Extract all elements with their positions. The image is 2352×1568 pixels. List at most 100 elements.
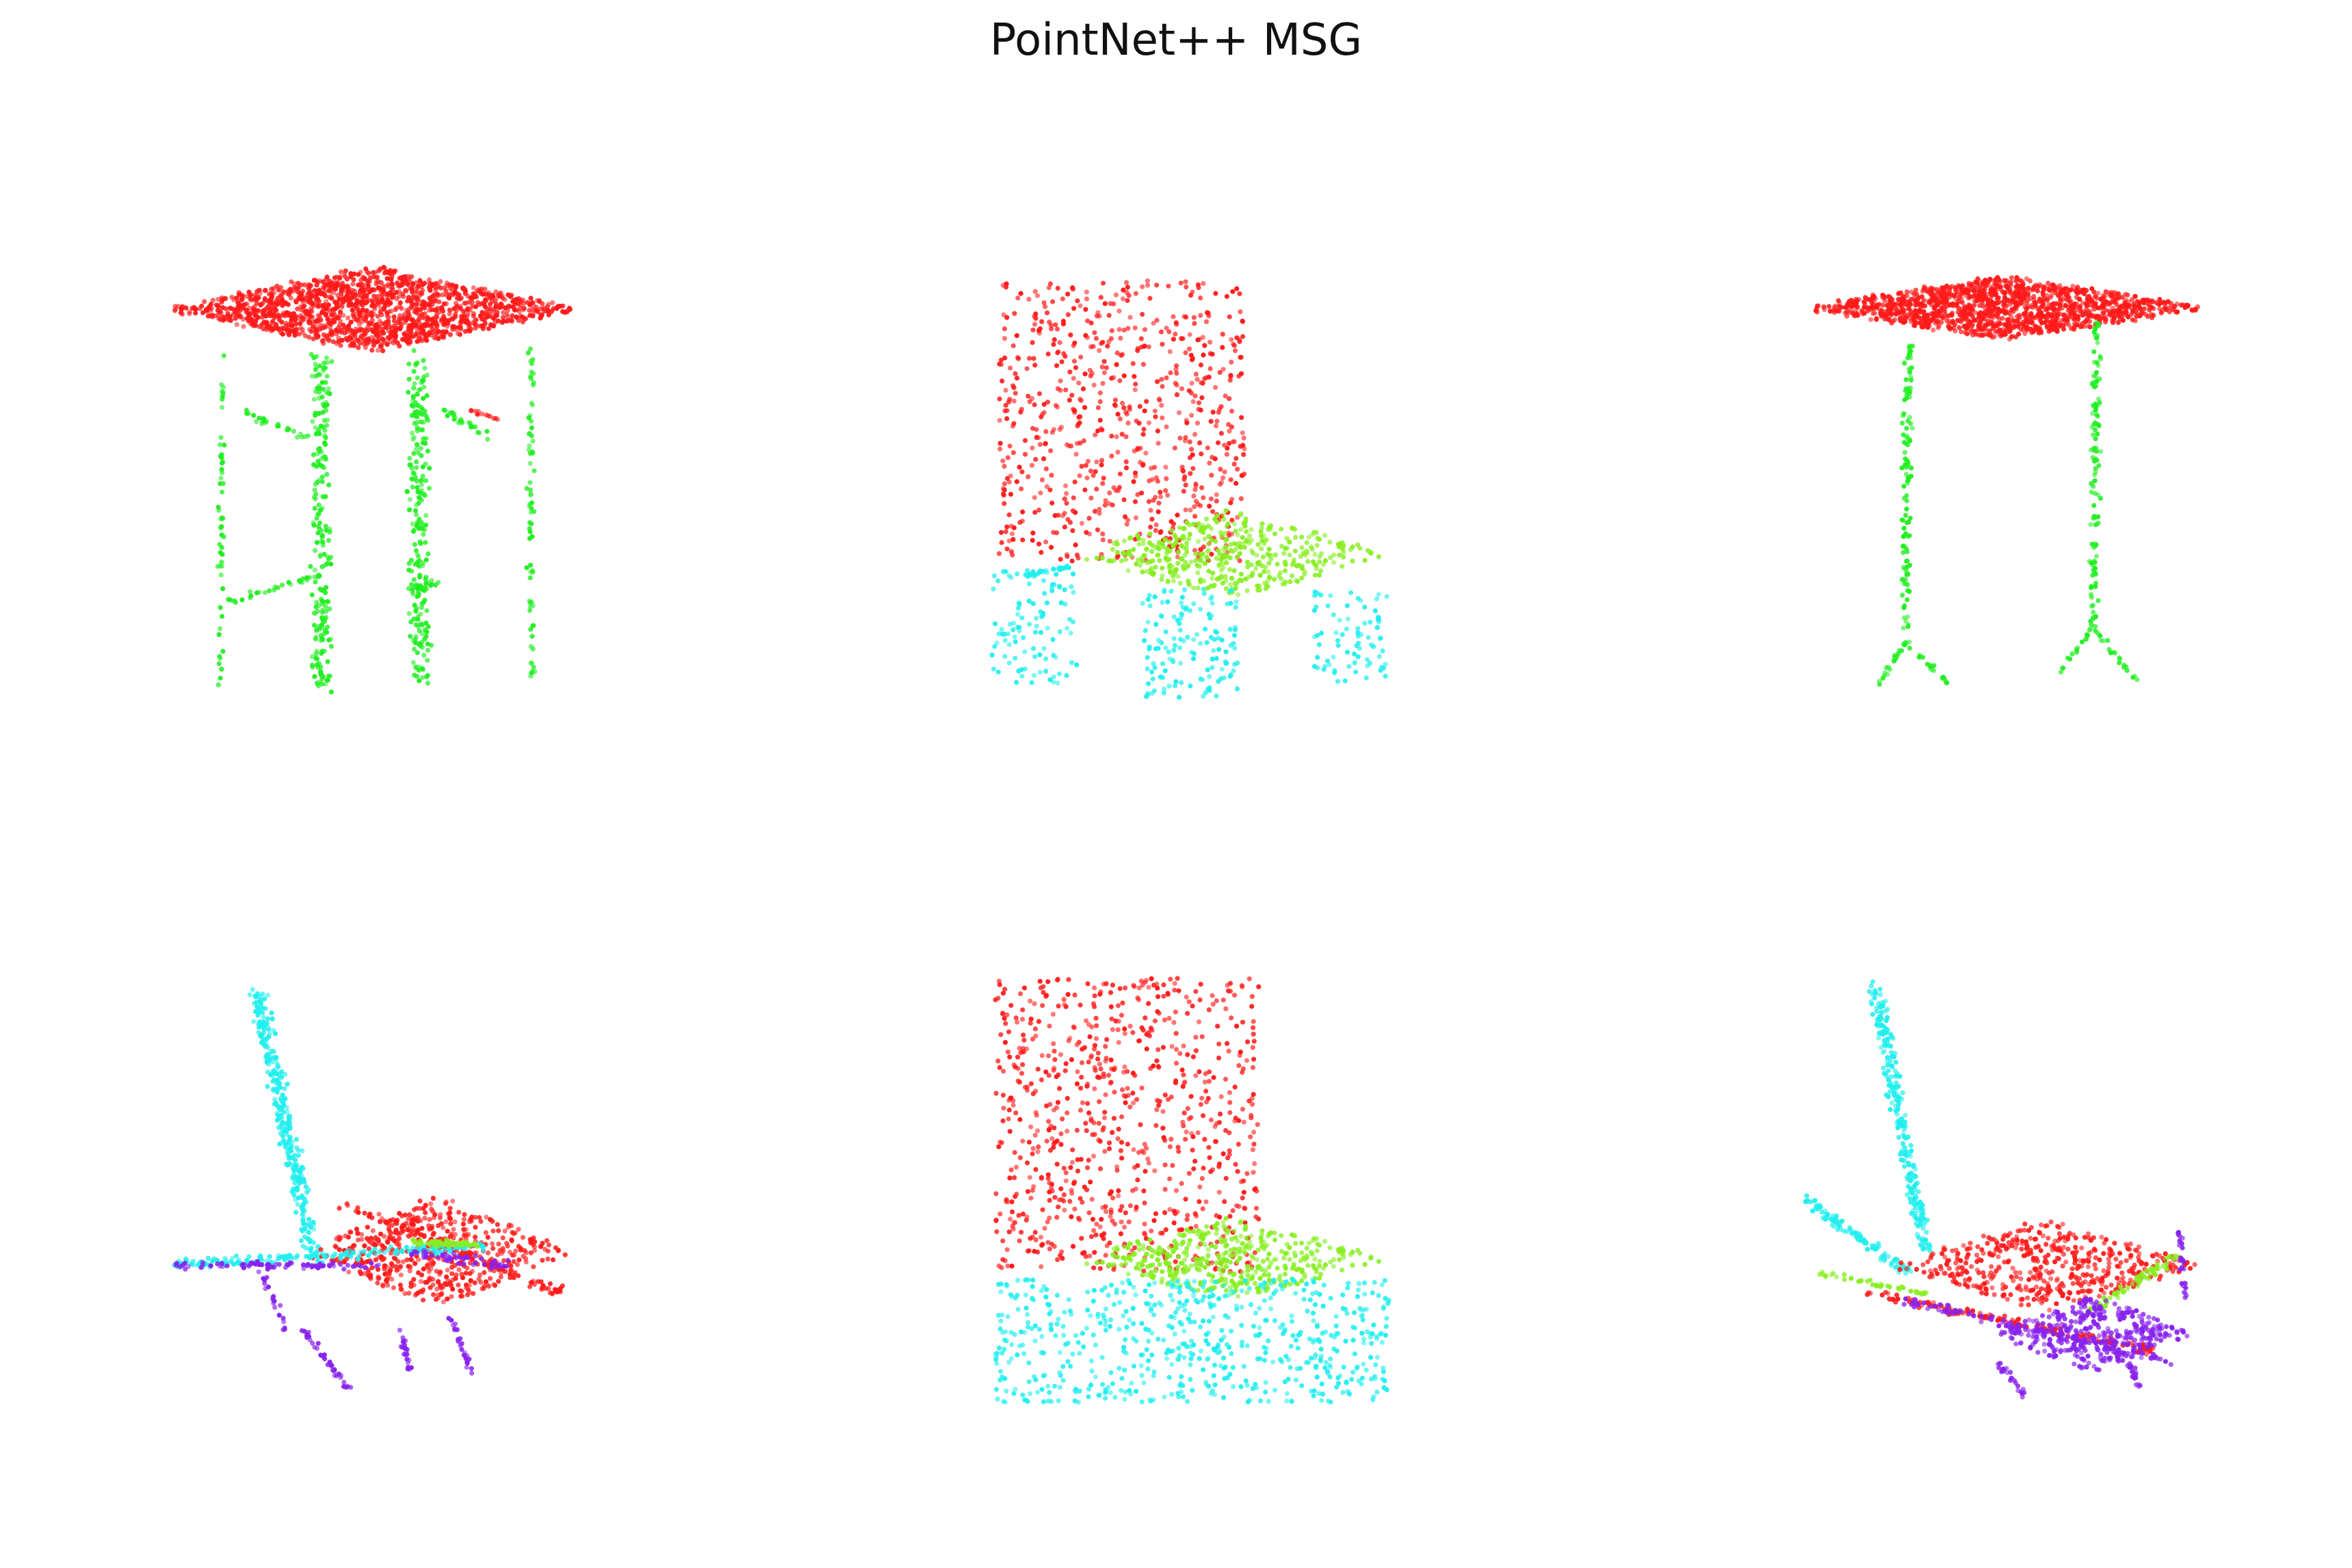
point-red [1079, 464, 1084, 469]
point-green [532, 509, 537, 514]
point-red [1142, 327, 1148, 332]
point-cyan [1006, 642, 1012, 647]
point-cyan [991, 573, 997, 579]
point-green [423, 620, 429, 626]
point-green [414, 459, 419, 465]
point-lime [1253, 566, 1259, 571]
point-lime [1155, 545, 1161, 551]
point-red [1231, 439, 1237, 445]
point-green [410, 393, 416, 400]
point-red [381, 330, 387, 336]
point-red [358, 270, 363, 275]
point-red [1154, 283, 1160, 288]
point-green [320, 543, 326, 548]
point-cyan [1185, 634, 1190, 640]
point-green [326, 482, 332, 488]
point-red [1183, 482, 1188, 488]
point-red [1202, 343, 1207, 348]
point-red [1159, 377, 1164, 382]
point-cyan [1233, 605, 1238, 610]
point-green [326, 538, 331, 543]
point-green [423, 576, 428, 582]
point-red [300, 327, 305, 332]
point-green [424, 608, 430, 614]
point-red [244, 309, 249, 315]
point-green [315, 480, 320, 485]
point-lime [1206, 569, 1212, 574]
point-red [1229, 359, 1234, 365]
point-red [287, 332, 292, 338]
point-lime [1220, 512, 1226, 518]
point-lime [1221, 517, 1227, 522]
point-red [2054, 328, 2060, 335]
point-cyan [1206, 612, 1212, 617]
point-lime [1331, 560, 1336, 565]
point-red [293, 327, 299, 332]
point-green [527, 598, 532, 604]
point-red [1097, 417, 1103, 423]
point-red [1180, 469, 1186, 474]
point-green [324, 609, 329, 614]
point-red [1188, 352, 1194, 358]
point-red [426, 277, 432, 283]
point-lime [1275, 562, 1280, 567]
point-red [1086, 458, 1091, 464]
point-cyan [991, 586, 996, 592]
point-lime [1181, 566, 1187, 572]
point-red [338, 329, 343, 335]
point-red [1045, 310, 1050, 315]
point-cyan [1006, 660, 1012, 666]
point-red [1084, 289, 1089, 295]
point-red [1207, 339, 1213, 345]
point-red [369, 310, 374, 315]
point-lime [1218, 557, 1224, 563]
point-red [1983, 283, 1988, 288]
point-cyan [1145, 692, 1151, 698]
point-red [1135, 492, 1140, 497]
point-green [473, 424, 478, 430]
point-red [259, 315, 265, 320]
point-red [1190, 399, 1196, 404]
point-red [1069, 558, 1075, 564]
point-red [1002, 463, 1007, 469]
point-cyan [1043, 656, 1049, 662]
point-cyan [1331, 612, 1336, 618]
point-red [1166, 329, 1172, 335]
point-red [1012, 311, 1017, 316]
point-cyan [1057, 671, 1062, 677]
point-green [527, 536, 533, 541]
point-lime [1284, 545, 1290, 551]
point-red [413, 289, 419, 295]
point-red [447, 296, 452, 301]
point-red [1048, 322, 1054, 328]
point-green [406, 611, 412, 616]
point-red [2037, 299, 2042, 304]
point-green [527, 413, 533, 419]
point-red [1004, 408, 1010, 413]
point-red [1049, 473, 1054, 478]
point-red [1125, 420, 1131, 426]
point-red [1218, 467, 1223, 472]
point-green [304, 575, 309, 581]
point-red [298, 293, 304, 298]
point-red [1196, 285, 1201, 291]
point-red [1127, 315, 1133, 320]
point-red [1158, 489, 1163, 495]
point-cyan [1045, 625, 1050, 631]
point-green [218, 435, 224, 441]
point-red [1143, 450, 1149, 456]
point-red [428, 287, 433, 293]
point-green [413, 447, 419, 452]
point-red [1940, 295, 1946, 300]
point-red [521, 306, 527, 311]
point-red [1132, 387, 1138, 393]
point-red [1025, 474, 1031, 480]
point-red [410, 289, 415, 295]
point-red [179, 311, 185, 317]
point-red [274, 301, 279, 306]
point-red [333, 327, 339, 333]
point-cyan [1015, 571, 1020, 577]
point-red [1959, 309, 1965, 314]
point-red [450, 316, 456, 322]
